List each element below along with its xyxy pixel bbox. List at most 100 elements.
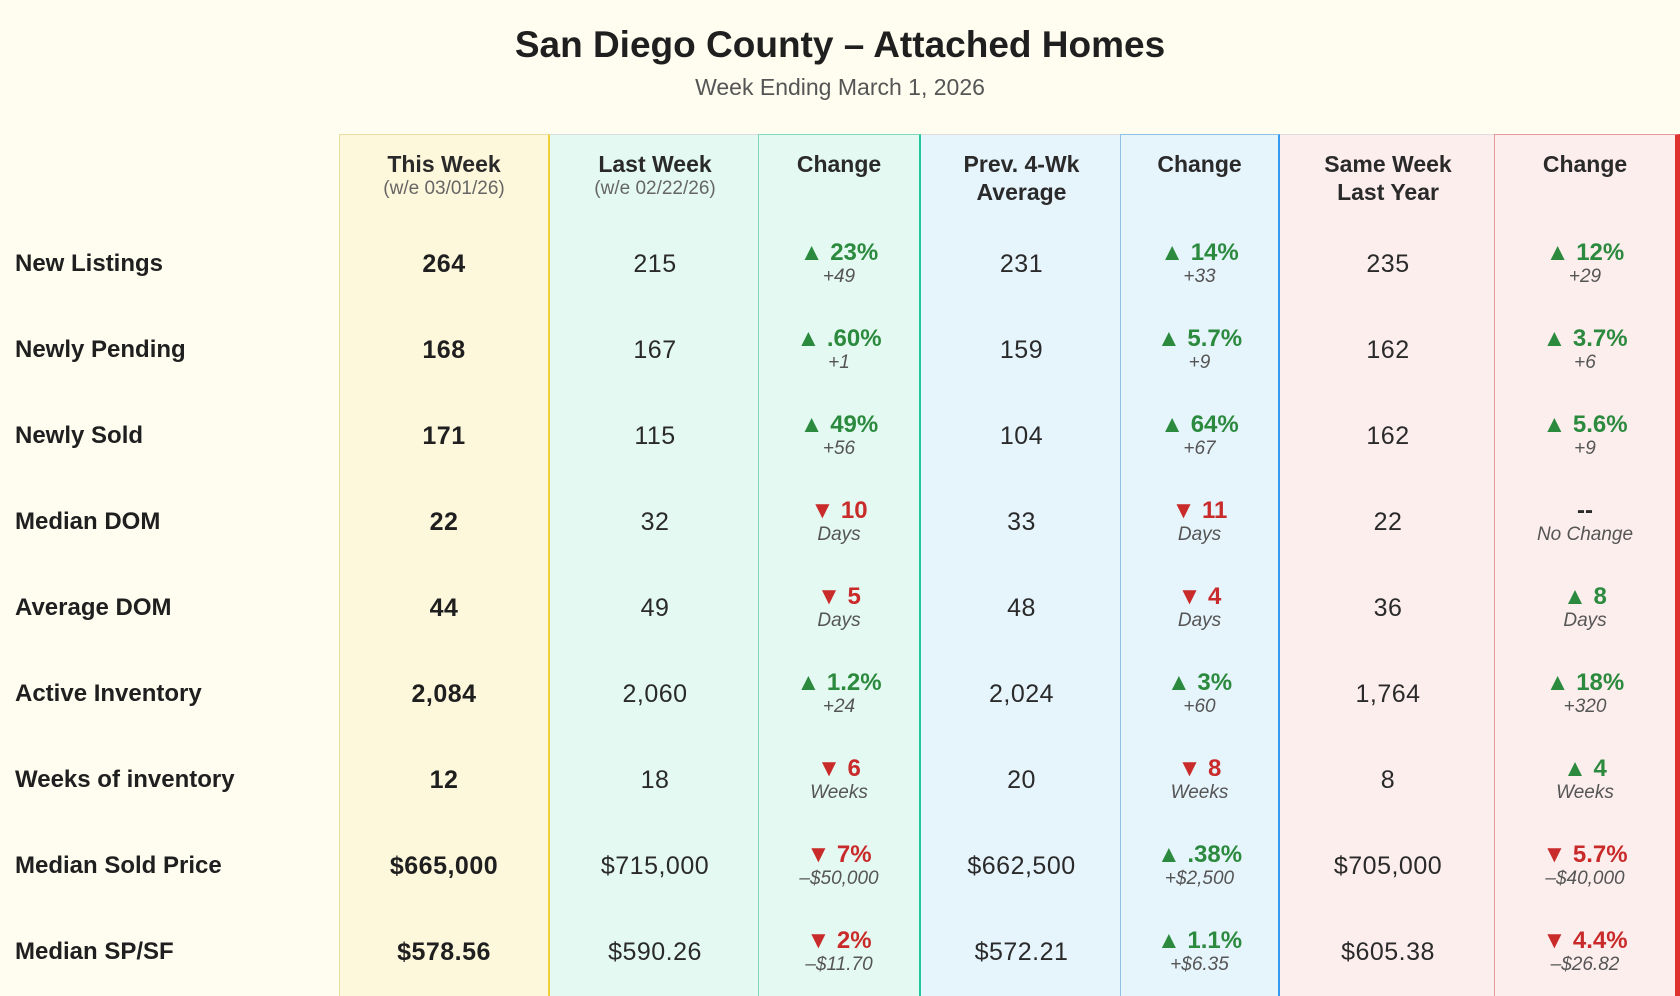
change-up-value: ▲ 5.6% <box>1542 411 1628 438</box>
page-subtitle: Week Ending March 1, 2026 <box>695 74 985 100</box>
change-detail: Days <box>1563 610 1607 631</box>
cell-last-week: 167 <box>550 320 760 380</box>
cell-prev-4wk-change: ▼ 4 Days <box>1120 578 1279 638</box>
cell-last-year-change: ▲ 8 Days <box>1494 578 1676 638</box>
cell-value: $605.38 <box>1341 937 1435 966</box>
header-label: This Week <box>387 151 501 177</box>
change-detail: +24 <box>822 696 856 717</box>
cell-last-year-change: ▼ 5.7% –$40,000 <box>1494 836 1676 896</box>
cell-value: 49 <box>640 593 670 622</box>
cell-value: 162 <box>1366 421 1410 450</box>
cell-this-week: 12 <box>339 750 549 810</box>
cell-prev-4wk-change: ▲ 5.7% +9 <box>1120 320 1279 380</box>
cell-value: 33 <box>1007 507 1036 536</box>
change-detail: +6 <box>1574 352 1596 373</box>
change-detail: –$50,000 <box>799 868 879 889</box>
cell-last-week: 49 <box>550 578 760 638</box>
cell-last-year-change: ▲ 4 Weeks <box>1494 750 1676 810</box>
change-detail: Days <box>817 610 861 631</box>
cell-this-week: $665,000 <box>339 836 549 896</box>
cell-value: $715,000 <box>600 851 710 880</box>
cell-last-week-change: ▼ 7% –$50,000 <box>758 836 920 896</box>
cell-last-week: $590.26 <box>550 922 760 982</box>
header-label: Prev. 4-Wk Average <box>963 151 1080 205</box>
cell-last-week: 115 <box>550 406 760 466</box>
header-last-year: Same Week Last Year <box>1280 150 1496 206</box>
header-last-week-change: Change <box>758 150 920 178</box>
cell-value: $705,000 <box>1333 851 1443 880</box>
change-up-value: ▲ .60% <box>796 325 882 352</box>
change-up-value: ▲ 8 <box>1563 583 1607 610</box>
change-detail: Days <box>1177 610 1222 631</box>
cell-this-week: 44 <box>339 578 549 638</box>
cell-value: 32 <box>640 507 670 536</box>
change-up-value: ▲ 4 <box>1563 755 1607 782</box>
cell-value: 264 <box>422 249 466 278</box>
change-detail: +60 <box>1183 696 1216 717</box>
cell-value: $578.56 <box>397 937 491 966</box>
change-up-value: ▲ .38% <box>1156 841 1243 868</box>
cell-last-year: $605.38 <box>1280 922 1496 982</box>
cell-value: 18 <box>640 765 670 794</box>
change-detail: +33 <box>1183 266 1216 287</box>
cell-value: 48 <box>1007 593 1036 622</box>
cell-value: 1,764 <box>1355 679 1421 708</box>
cell-prev-4wk-change: ▼ 11 Days <box>1120 492 1279 552</box>
change-detail: Weeks <box>810 782 868 803</box>
change-up-value: ▲ 1.1% <box>1156 927 1243 954</box>
change-down-value: ▼ 11 <box>1171 497 1228 524</box>
change-detail: –$40,000 <box>1545 868 1625 889</box>
row-label: New Listings <box>15 250 164 277</box>
change-detail: +$2,500 <box>1164 868 1235 889</box>
cell-prev-4wk-change: ▼ 8 Weeks <box>1120 750 1279 810</box>
header-prev-4wk-change: Change <box>1120 150 1279 178</box>
cell-last-week-change: ▼ 6 Weeks <box>758 750 920 810</box>
row-label: Weeks of inventory <box>15 766 235 793</box>
header-label: Change <box>1542 151 1628 177</box>
change-detail: +9 <box>1188 352 1211 373</box>
cell-prev-4wk: 159 <box>921 320 1122 380</box>
header-prev-4wk: Prev. 4-Wk Average <box>921 150 1122 206</box>
cell-prev-4wk: $662,500 <box>921 836 1122 896</box>
cell-last-year: 8 <box>1280 750 1496 810</box>
cell-prev-4wk-change: ▲ 64% +67 <box>1120 406 1279 466</box>
page-title: San Diego County – Attached Homes <box>514 24 1166 65</box>
cell-value: 104 <box>999 421 1044 450</box>
cell-last-year: 22 <box>1280 492 1496 552</box>
change-detail: Days <box>1177 524 1222 545</box>
cell-prev-4wk-change: ▲ 1.1% +$6.35 <box>1120 922 1279 982</box>
header-label: Last Week <box>598 151 712 177</box>
change-up-value: ▲ 3% <box>1166 669 1233 696</box>
cell-value: 2,060 <box>622 679 688 708</box>
cell-value: 36 <box>1373 593 1403 622</box>
cell-last-week-change: ▼ 10 Days <box>758 492 920 552</box>
cell-last-year-change: -- No Change <box>1494 492 1676 552</box>
cell-this-week: 171 <box>339 406 549 466</box>
change-up-value: ▲ 49% <box>799 411 879 438</box>
cell-value: 8 <box>1380 765 1396 794</box>
column-bg-prev-4wk <box>921 134 1120 996</box>
cell-last-year-change: ▲ 3.7% +6 <box>1494 320 1676 380</box>
change-up-value: ▲ 64% <box>1160 411 1239 438</box>
change-detail: –$11.70 <box>805 954 873 975</box>
change-up-value: ▲ 3.7% <box>1542 325 1628 352</box>
row-label: Median DOM <box>15 508 161 535</box>
cell-value: 2,084 <box>411 679 477 708</box>
cell-value: 22 <box>1373 507 1403 536</box>
cell-prev-4wk: 231 <box>921 234 1122 294</box>
header-label: Change <box>796 151 882 177</box>
cell-last-week: 32 <box>550 492 760 552</box>
header-sublabel: (w/e 03/01/26) <box>383 178 505 199</box>
row-label: Active Inventory <box>15 680 202 707</box>
change-down-value: ▼ 5 <box>817 583 861 610</box>
cell-last-year: 36 <box>1280 578 1496 638</box>
cell-this-week: 2,084 <box>339 664 549 724</box>
cell-last-week-change: ▲ .60% +1 <box>758 320 920 380</box>
cell-prev-4wk: $572.21 <box>921 922 1122 982</box>
cell-value: $572.21 <box>974 937 1069 966</box>
row-label: Median Sold Price <box>15 852 222 879</box>
change-up-value: ▲ 12% <box>1545 239 1625 266</box>
cell-prev-4wk-change: ▲ .38% +$2,500 <box>1120 836 1279 896</box>
change-down-value: ▼ 5.7% <box>1542 841 1628 868</box>
cell-value: 162 <box>1366 335 1410 364</box>
